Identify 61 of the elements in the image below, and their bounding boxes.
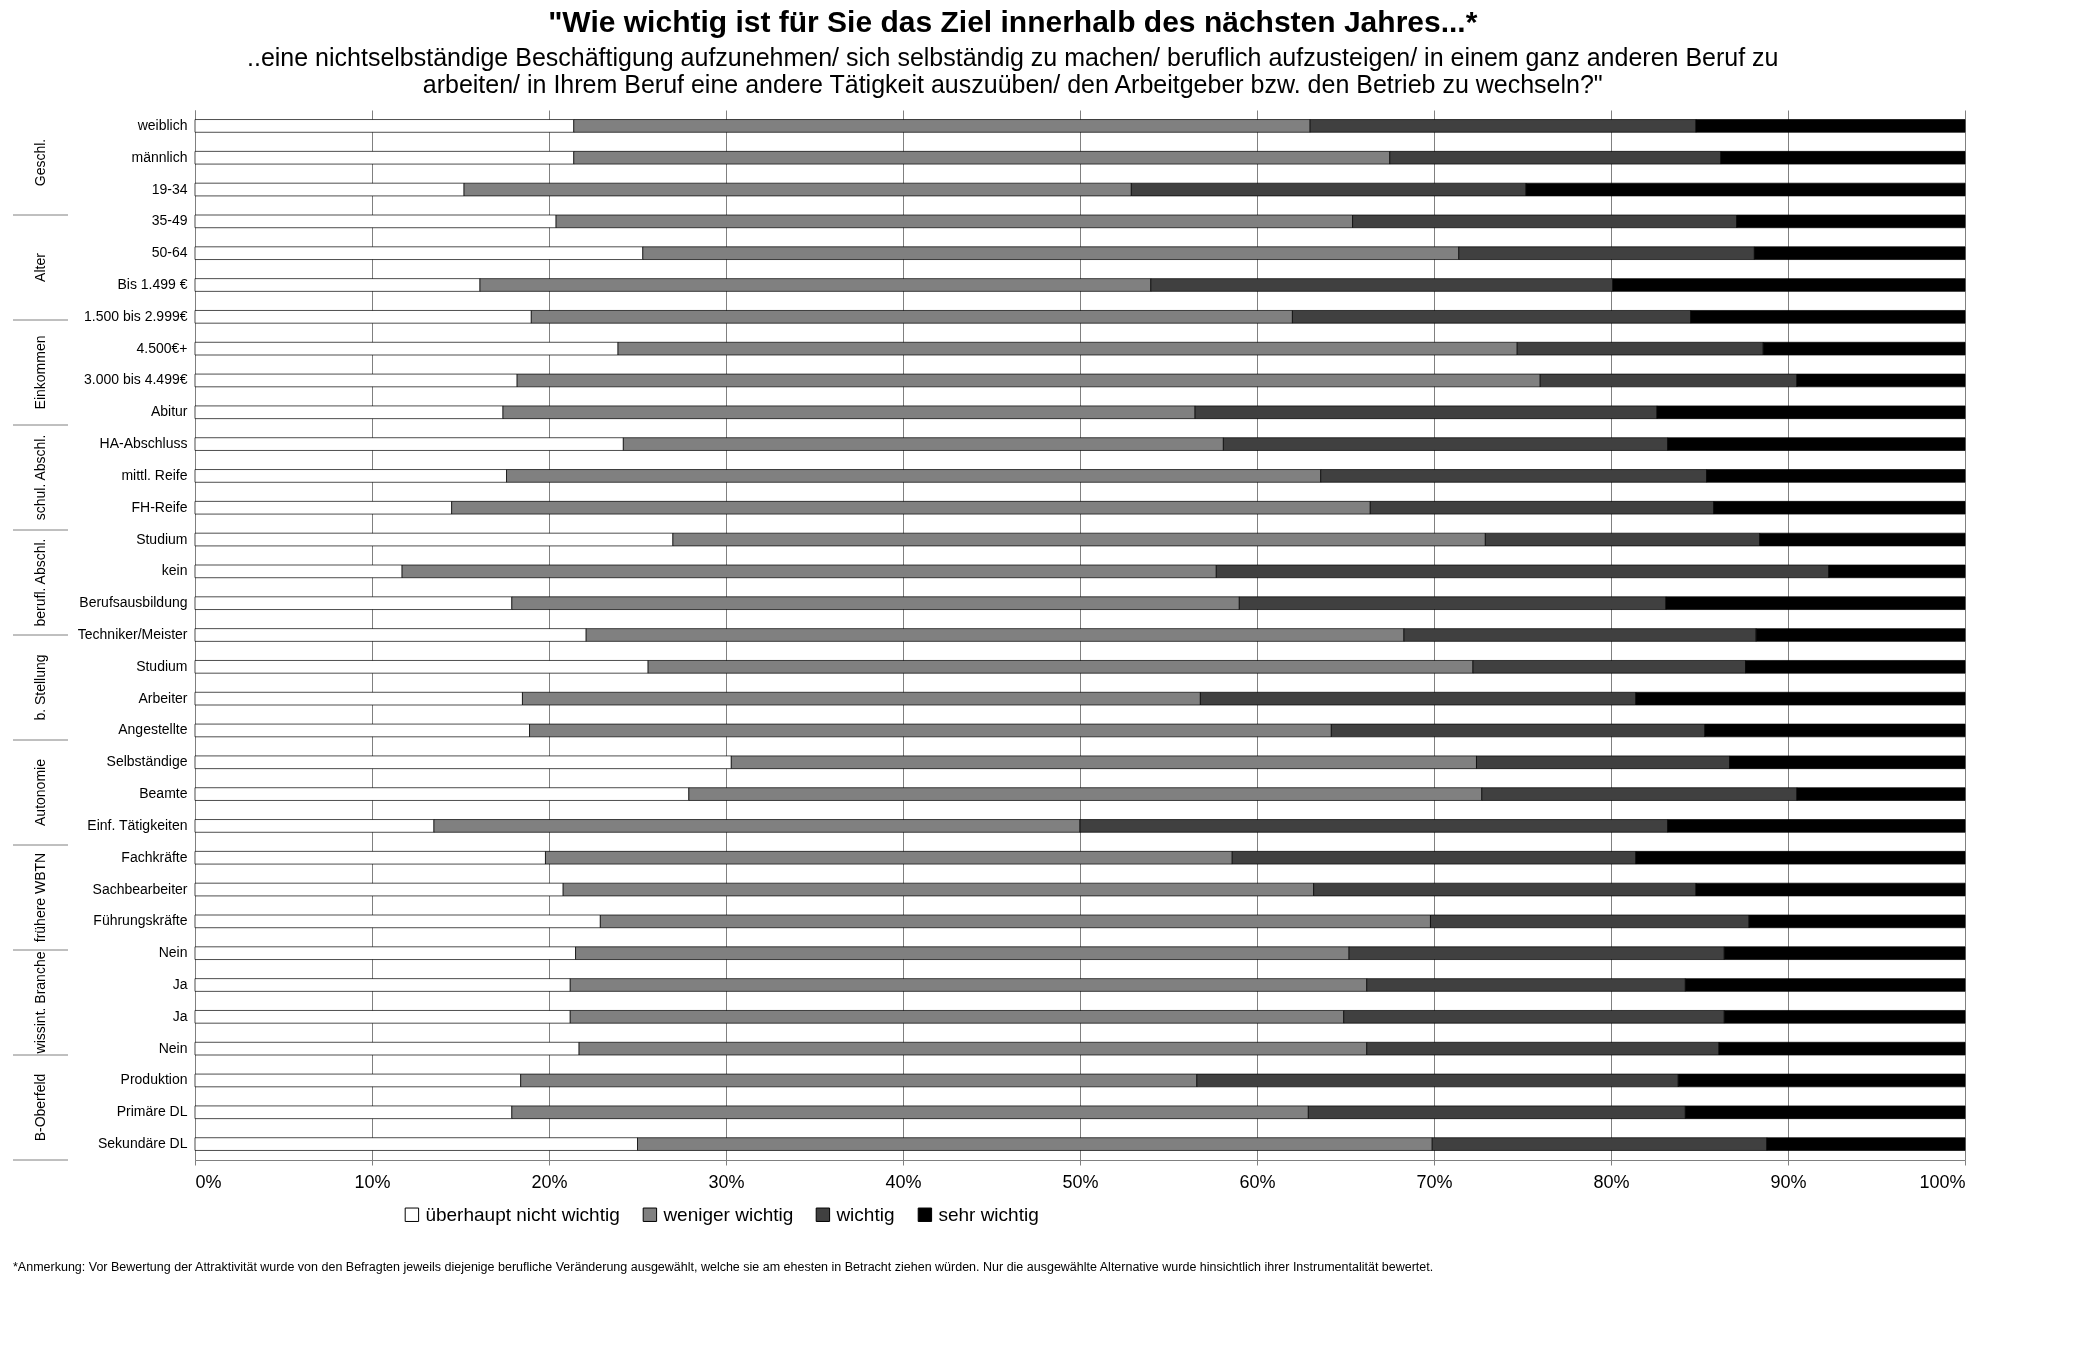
y-tick-label: Primäre DL xyxy=(116,1103,188,1120)
text: Autonomie xyxy=(31,758,48,826)
y-tick-label: Angestellte xyxy=(118,721,188,738)
y-tick-label: Führungskräfte xyxy=(93,912,188,929)
text: Einkommen xyxy=(31,335,48,410)
x-tick-label: 50% xyxy=(1062,1171,1099,1192)
y-tick-label: Sachbearbeiter xyxy=(92,880,188,897)
y-tick-label: Einf. Tätigkeiten xyxy=(87,816,188,833)
y-tick-label: 1.500 bis 2.999€ xyxy=(83,307,188,324)
legend-label: weniger wichtig xyxy=(662,1203,794,1225)
y-tick-label: weiblich xyxy=(136,116,188,133)
y-tick-label: Ja xyxy=(172,1007,188,1024)
y-tick-label: HA-Abschluss xyxy=(99,435,188,452)
y-tick-label: Abitur xyxy=(150,403,188,420)
y-tick-label: 35-49 xyxy=(151,212,188,229)
y-tick-label: mittl. Reife xyxy=(121,466,188,483)
y-tick-label: Beamte xyxy=(139,785,188,802)
y-tick-label: Nein xyxy=(158,944,188,961)
y-tick-label: kein xyxy=(161,562,188,579)
chart-title: "Wie wichtig ist für Sie das Ziel innerhalb des nächsten Jahres...* xyxy=(548,5,1478,38)
text: berufl. Abschl. xyxy=(31,538,48,627)
y-tick-label: Bis 1.499 € xyxy=(117,276,188,292)
y-tick-label: Fachkräfte xyxy=(121,848,188,865)
x-tick-label: 90% xyxy=(1770,1171,1807,1192)
y-tick-label: Techniker/Meister xyxy=(77,626,188,642)
y-tick-label: Ja xyxy=(172,976,188,992)
text: *Anmerkung: Vor Bewertung der Attraktivität wurde von den Befragten jeweils diejenige berufliche Veränderung ausgewählt, welche sie am ehesten in Betracht ziehen würden. Nur die ausgewählte Alternative wurde hinsichtlich ihrer Instrumentalität bewertet. xyxy=(13,1260,1434,1274)
y-tick-label: Studium xyxy=(136,657,188,674)
x-tick-label: 10% xyxy=(354,1171,391,1192)
legend-label: sehr wichtig xyxy=(938,1203,1039,1225)
x-tick-label: 60% xyxy=(1239,1171,1276,1192)
y-tick-label: 4.500€+ xyxy=(136,339,188,356)
x-tick-label: 70% xyxy=(1416,1171,1453,1192)
x-tick-label: 30% xyxy=(708,1171,745,1192)
y-tick-label: Produktion xyxy=(120,1071,188,1088)
x-tick-label: 20% xyxy=(531,1171,568,1192)
x-tick-label: 40% xyxy=(885,1171,922,1192)
text: schul. Abschl. xyxy=(31,434,48,521)
y-tick-label: Nein xyxy=(158,1039,188,1056)
x-tick-label: 80% xyxy=(1593,1171,1630,1192)
y-tick-label: 3.000 bis 4.499€ xyxy=(83,371,188,388)
y-tick-label: Studium xyxy=(136,530,188,547)
x-tick-label: 0% xyxy=(195,1171,222,1192)
legend-label: überhaupt nicht wichtig xyxy=(425,1203,620,1225)
y-tick-label: FH-Reife xyxy=(131,498,188,515)
y-tick-label: 19-34 xyxy=(151,180,188,197)
text: b. Stellung xyxy=(31,654,48,721)
y-tick-label: Arbeiter xyxy=(138,689,188,706)
text: B-Oberfeld xyxy=(31,1073,48,1142)
text: frühere WBTN xyxy=(31,852,48,943)
text: wissint. Branche xyxy=(31,951,48,1055)
chart-subtitle: ..eine nichtselbständige Beschäftigung aufzunehmen/ sich selbständig zu machen/ beruflich aufzusteigen/ in einem ganz anderen Beruf zu arbeiten/ in Ihrem Beruf eine andere Tätigkeit auszuüben/ den Arbeitgeber bzw. den Betrieb zu wechseln?" xyxy=(246,43,1779,98)
y-tick-label: männlich xyxy=(131,148,188,165)
y-tick-label: Selbständige xyxy=(106,753,188,770)
x-tick-label: 100% xyxy=(1919,1171,1966,1192)
y-tick-label: Sekundäre DL xyxy=(97,1135,188,1152)
legend-label: wichtig xyxy=(835,1203,895,1225)
y-tick-label: 50-64 xyxy=(151,244,188,261)
y-tick-label: Berufsausbildung xyxy=(79,594,188,611)
text: Geschl. xyxy=(31,138,48,187)
text: Alter xyxy=(31,252,48,282)
